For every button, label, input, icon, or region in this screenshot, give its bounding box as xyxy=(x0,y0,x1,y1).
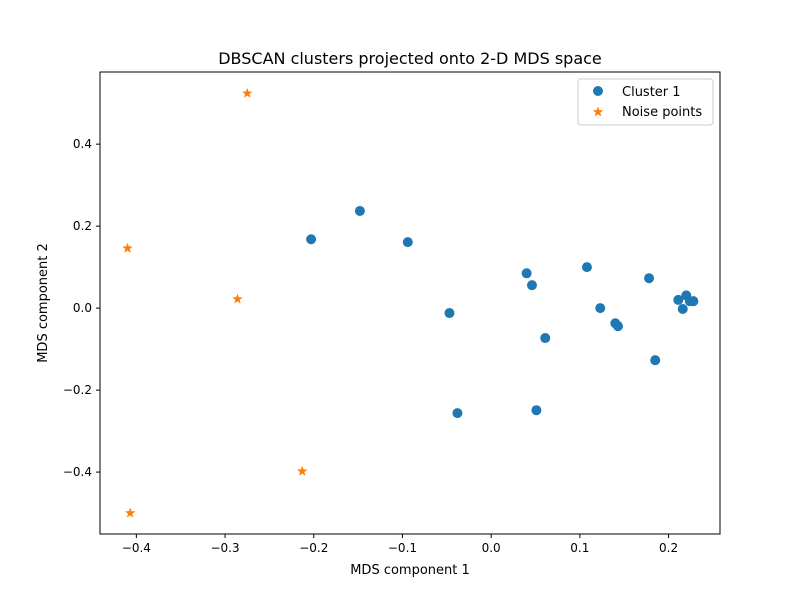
y-axis-label: MDS component 2 xyxy=(36,243,51,363)
y-tick-label: 0.2 xyxy=(73,219,92,233)
y-tick-label: −0.4 xyxy=(63,465,92,479)
x-tick-label: −0.1 xyxy=(388,541,417,555)
cluster-point-15 xyxy=(673,294,684,305)
legend-marker-cluster xyxy=(593,86,603,96)
noise-point-4 xyxy=(124,507,136,518)
cluster-point-12 xyxy=(612,321,623,332)
x-tick-label: 0.0 xyxy=(482,541,501,555)
cluster-point-17 xyxy=(677,303,688,314)
legend-label-cluster: Cluster 1 xyxy=(622,85,681,100)
x-tick-label: −0.4 xyxy=(122,541,151,555)
cluster-point-9 xyxy=(581,262,592,273)
plot-frame xyxy=(99,71,721,535)
noise-point-2 xyxy=(232,293,243,304)
noise-point-3 xyxy=(297,465,308,476)
x-axis-label: MDS component 1 xyxy=(350,563,470,578)
chart-title: DBSCAN clusters projected onto 2-D MDS s… xyxy=(218,49,602,68)
cluster-point-5 xyxy=(521,268,532,279)
y-tick-label: −0.2 xyxy=(63,383,92,397)
cluster-point-13 xyxy=(644,273,655,284)
cluster-point-0 xyxy=(306,234,317,245)
x-tick-label: 0.1 xyxy=(570,541,589,555)
cluster-point-3 xyxy=(444,308,455,319)
cluster-point-14 xyxy=(650,355,661,366)
cluster-point-8 xyxy=(540,333,551,344)
x-tick-label: 0.2 xyxy=(659,541,678,555)
y-tick-label: 0.4 xyxy=(73,137,92,151)
x-tick-label: −0.2 xyxy=(299,541,328,555)
cluster-point-10 xyxy=(595,303,606,314)
cluster-point-6 xyxy=(526,280,537,291)
cluster-point-2 xyxy=(402,237,413,248)
cluster-point-19 xyxy=(688,296,699,307)
y-tick-label: 0.0 xyxy=(73,301,92,315)
legend-label-noise: Noise points xyxy=(622,105,702,120)
noise-point-1 xyxy=(122,242,133,253)
cluster-point-7 xyxy=(531,405,542,416)
cluster-point-4 xyxy=(452,408,463,419)
legend: Cluster 1 Noise points xyxy=(577,78,714,126)
legend-marker-noise xyxy=(592,106,604,117)
x-tick-label: −0.3 xyxy=(210,541,239,555)
noise-point-0 xyxy=(242,87,253,98)
cluster-point-1 xyxy=(354,205,365,216)
